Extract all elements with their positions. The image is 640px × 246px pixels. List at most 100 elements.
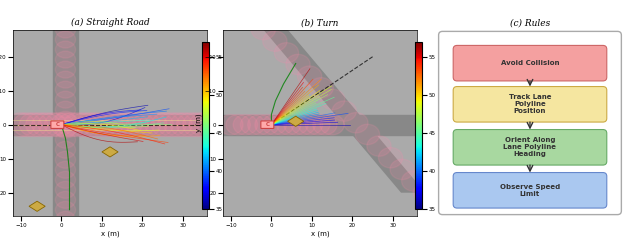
Text: C: C bbox=[55, 122, 60, 127]
Circle shape bbox=[189, 113, 218, 137]
Y-axis label: y (m): y (m) bbox=[196, 114, 202, 132]
Circle shape bbox=[126, 113, 154, 137]
Circle shape bbox=[76, 113, 104, 137]
Circle shape bbox=[55, 171, 76, 188]
Circle shape bbox=[55, 21, 76, 38]
Circle shape bbox=[344, 113, 368, 133]
Y-axis label: reward: reward bbox=[227, 115, 232, 136]
Circle shape bbox=[145, 113, 173, 137]
Circle shape bbox=[19, 113, 47, 137]
Circle shape bbox=[219, 114, 243, 135]
Circle shape bbox=[55, 201, 76, 218]
Text: Observe Speed
Limit: Observe Speed Limit bbox=[500, 184, 560, 197]
Text: Track Lane
Polyline
Position: Track Lane Polyline Position bbox=[509, 94, 551, 114]
Circle shape bbox=[55, 121, 76, 138]
Circle shape bbox=[55, 81, 76, 98]
Circle shape bbox=[7, 113, 35, 137]
Circle shape bbox=[120, 113, 148, 137]
FancyBboxPatch shape bbox=[453, 87, 607, 122]
Circle shape bbox=[378, 148, 403, 168]
Circle shape bbox=[88, 113, 116, 137]
Circle shape bbox=[55, 41, 76, 58]
Circle shape bbox=[55, 91, 76, 108]
Circle shape bbox=[139, 113, 167, 137]
Bar bbox=[223, 114, 417, 135]
Circle shape bbox=[286, 54, 310, 75]
Bar bbox=[13, 114, 207, 135]
FancyBboxPatch shape bbox=[453, 46, 607, 81]
Circle shape bbox=[313, 114, 337, 135]
Circle shape bbox=[233, 114, 257, 135]
Circle shape bbox=[298, 66, 322, 86]
Circle shape bbox=[44, 113, 73, 137]
FancyBboxPatch shape bbox=[453, 172, 607, 208]
Circle shape bbox=[413, 183, 438, 203]
Circle shape bbox=[275, 43, 299, 63]
Circle shape bbox=[284, 114, 308, 135]
Circle shape bbox=[82, 113, 111, 137]
Bar bbox=[53, 30, 77, 220]
Title: (c) Rules: (c) Rules bbox=[510, 18, 550, 27]
Circle shape bbox=[390, 159, 414, 180]
Circle shape bbox=[108, 113, 136, 137]
Circle shape bbox=[55, 131, 76, 148]
Circle shape bbox=[51, 113, 79, 137]
Text: Orient Along
Lane Polyline
Heading: Orient Along Lane Polyline Heading bbox=[504, 137, 557, 157]
Circle shape bbox=[55, 141, 76, 158]
FancyBboxPatch shape bbox=[261, 121, 274, 128]
Circle shape bbox=[320, 114, 344, 135]
Polygon shape bbox=[287, 116, 304, 126]
Circle shape bbox=[332, 101, 356, 121]
Circle shape bbox=[298, 114, 323, 135]
Circle shape bbox=[182, 113, 211, 137]
Circle shape bbox=[367, 136, 391, 156]
Polygon shape bbox=[102, 147, 118, 157]
Circle shape bbox=[55, 31, 76, 48]
X-axis label: x (m): x (m) bbox=[310, 231, 330, 237]
Circle shape bbox=[276, 114, 301, 135]
Circle shape bbox=[55, 191, 76, 208]
Circle shape bbox=[226, 114, 250, 135]
Circle shape bbox=[55, 151, 76, 168]
Circle shape bbox=[401, 171, 426, 191]
Circle shape bbox=[55, 211, 76, 228]
Circle shape bbox=[101, 113, 129, 137]
Polygon shape bbox=[29, 201, 45, 211]
Circle shape bbox=[251, 19, 275, 40]
FancyBboxPatch shape bbox=[438, 31, 621, 215]
FancyBboxPatch shape bbox=[453, 130, 607, 165]
Circle shape bbox=[55, 161, 76, 178]
Text: Avoid Collision: Avoid Collision bbox=[500, 60, 559, 66]
Circle shape bbox=[241, 114, 265, 135]
X-axis label: x (m): x (m) bbox=[100, 231, 119, 237]
Circle shape bbox=[164, 113, 192, 137]
Circle shape bbox=[55, 51, 76, 68]
Circle shape bbox=[170, 113, 198, 137]
Circle shape bbox=[269, 114, 294, 135]
Circle shape bbox=[55, 181, 76, 198]
Circle shape bbox=[255, 114, 279, 135]
Circle shape bbox=[262, 114, 287, 135]
Circle shape bbox=[132, 113, 161, 137]
Circle shape bbox=[63, 113, 92, 137]
Circle shape bbox=[95, 113, 123, 137]
Circle shape bbox=[55, 61, 76, 78]
Circle shape bbox=[55, 71, 76, 88]
Circle shape bbox=[57, 113, 85, 137]
Circle shape bbox=[305, 114, 330, 135]
Circle shape bbox=[151, 113, 180, 137]
Circle shape bbox=[32, 113, 60, 137]
Circle shape bbox=[291, 114, 316, 135]
Circle shape bbox=[248, 114, 272, 135]
Title: (b) Turn: (b) Turn bbox=[301, 18, 339, 27]
Polygon shape bbox=[263, 30, 426, 193]
Circle shape bbox=[157, 113, 186, 137]
Title: (a) Straight Road: (a) Straight Road bbox=[70, 18, 149, 27]
Circle shape bbox=[309, 77, 333, 98]
Circle shape bbox=[55, 111, 76, 128]
FancyBboxPatch shape bbox=[51, 121, 64, 128]
Circle shape bbox=[26, 113, 54, 137]
Circle shape bbox=[70, 113, 98, 137]
Circle shape bbox=[113, 113, 142, 137]
Circle shape bbox=[55, 101, 76, 118]
